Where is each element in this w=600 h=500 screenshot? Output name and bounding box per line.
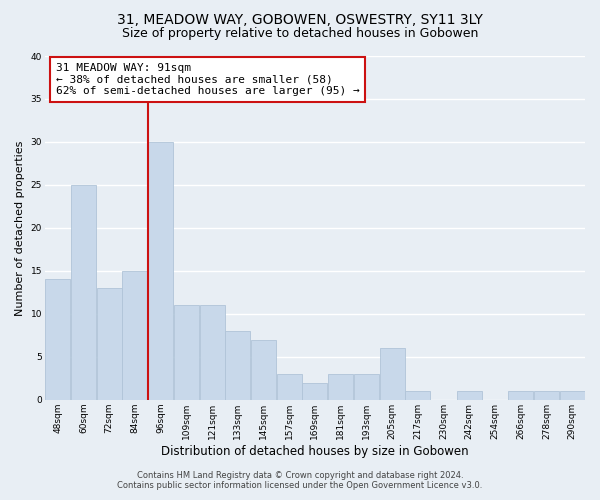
Bar (251, 340, 276, 400)
Bar (560, 391, 584, 400)
Bar (71, 185, 96, 400)
Text: Contains HM Land Registry data © Crown copyright and database right 2024.
Contai: Contains HM Land Registry data © Crown c… (118, 470, 482, 490)
Bar (200, 305, 224, 400)
Text: 31 MEADOW WAY: 91sqm
← 38% of detached houses are smaller (58)
62% of semi-detac: 31 MEADOW WAY: 91sqm ← 38% of detached h… (56, 63, 359, 96)
Bar (174, 305, 199, 400)
Bar (97, 288, 122, 400)
X-axis label: Distribution of detached houses by size in Gobowen: Distribution of detached houses by size … (161, 444, 469, 458)
Bar (380, 348, 404, 400)
Bar (354, 374, 379, 400)
Bar (225, 331, 250, 400)
Text: 31, MEADOW WAY, GOBOWEN, OSWESTRY, SY11 3LY: 31, MEADOW WAY, GOBOWEN, OSWESTRY, SY11 … (117, 12, 483, 26)
Bar (328, 374, 353, 400)
Bar (508, 391, 533, 400)
Y-axis label: Number of detached properties: Number of detached properties (15, 140, 25, 316)
Bar (45, 280, 70, 400)
Bar (122, 271, 148, 400)
Bar (277, 374, 302, 400)
Bar (302, 382, 328, 400)
Text: Size of property relative to detached houses in Gobowen: Size of property relative to detached ho… (122, 28, 478, 40)
Bar (406, 391, 430, 400)
Bar (457, 391, 482, 400)
Bar (534, 391, 559, 400)
Bar (148, 142, 173, 400)
